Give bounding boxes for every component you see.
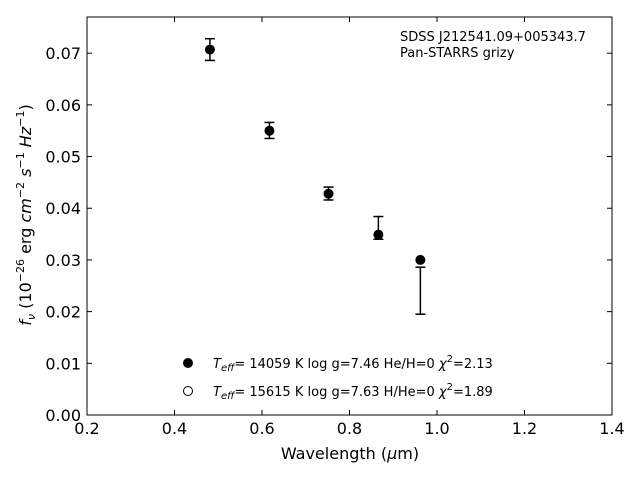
x-axis-label: Wavelength (μm): [281, 444, 419, 463]
y-tick-label: 0.07: [45, 44, 81, 63]
y-tick-label: 0.02: [45, 303, 81, 322]
y-tick-label: 0.05: [45, 148, 81, 167]
data-point: [323, 188, 334, 199]
legend-label-1: Teff= 14059 K log g=7.46 He/H=0 χ2=2.13: [213, 354, 493, 374]
x-tick-label: 0.6: [249, 419, 274, 438]
errorbars: [204, 37, 426, 315]
data-point: [204, 44, 215, 55]
y-tick-label: 0.01: [45, 354, 81, 373]
annotation-line-2: Pan-STARRS grizy: [400, 46, 515, 61]
data-point: [415, 254, 426, 265]
y-tick-label: 0.06: [45, 96, 81, 115]
y-axis-label: fν (10−26 erg cm−2 s−1 Hz−1): [14, 104, 38, 325]
x-tick-label: 0.4: [162, 419, 187, 438]
legend-marker-filled: [183, 358, 193, 368]
y-tick-label: 0.00: [45, 406, 81, 425]
plot-frame: [86, 16, 613, 416]
data-points: [204, 44, 426, 265]
y-tick-label: 0.03: [45, 251, 81, 270]
axes: [86, 16, 613, 416]
data-point: [264, 125, 275, 136]
y-tick-label: 0.04: [45, 199, 81, 218]
x-tick-label: 1.2: [512, 419, 537, 438]
x-tick-label: 0.8: [337, 419, 362, 438]
errorbar: [415, 266, 426, 315]
x-tick-label: 1.4: [599, 419, 624, 438]
annotation-line-1: SDSS J212541.09+005343.7: [400, 30, 586, 45]
x-tick-label: 1.0: [424, 419, 449, 438]
data-point: [373, 229, 384, 240]
ticks: 0.2 0.4 0.6 0.8 1.0 1.2 1.4 0.00 0.01 0.02 0.03 0.0…: [45, 17, 625, 438]
x-tick-label: 0.2: [74, 419, 99, 438]
legend-marker-open: [183, 386, 193, 396]
legend-label-2: Teff= 15615 K log g=7.63 H/He=0 χ2=1.89: [213, 382, 493, 402]
legend: Teff= 14059 K log g=7.46 He/H=0 χ2=2.13 …: [183, 354, 493, 402]
